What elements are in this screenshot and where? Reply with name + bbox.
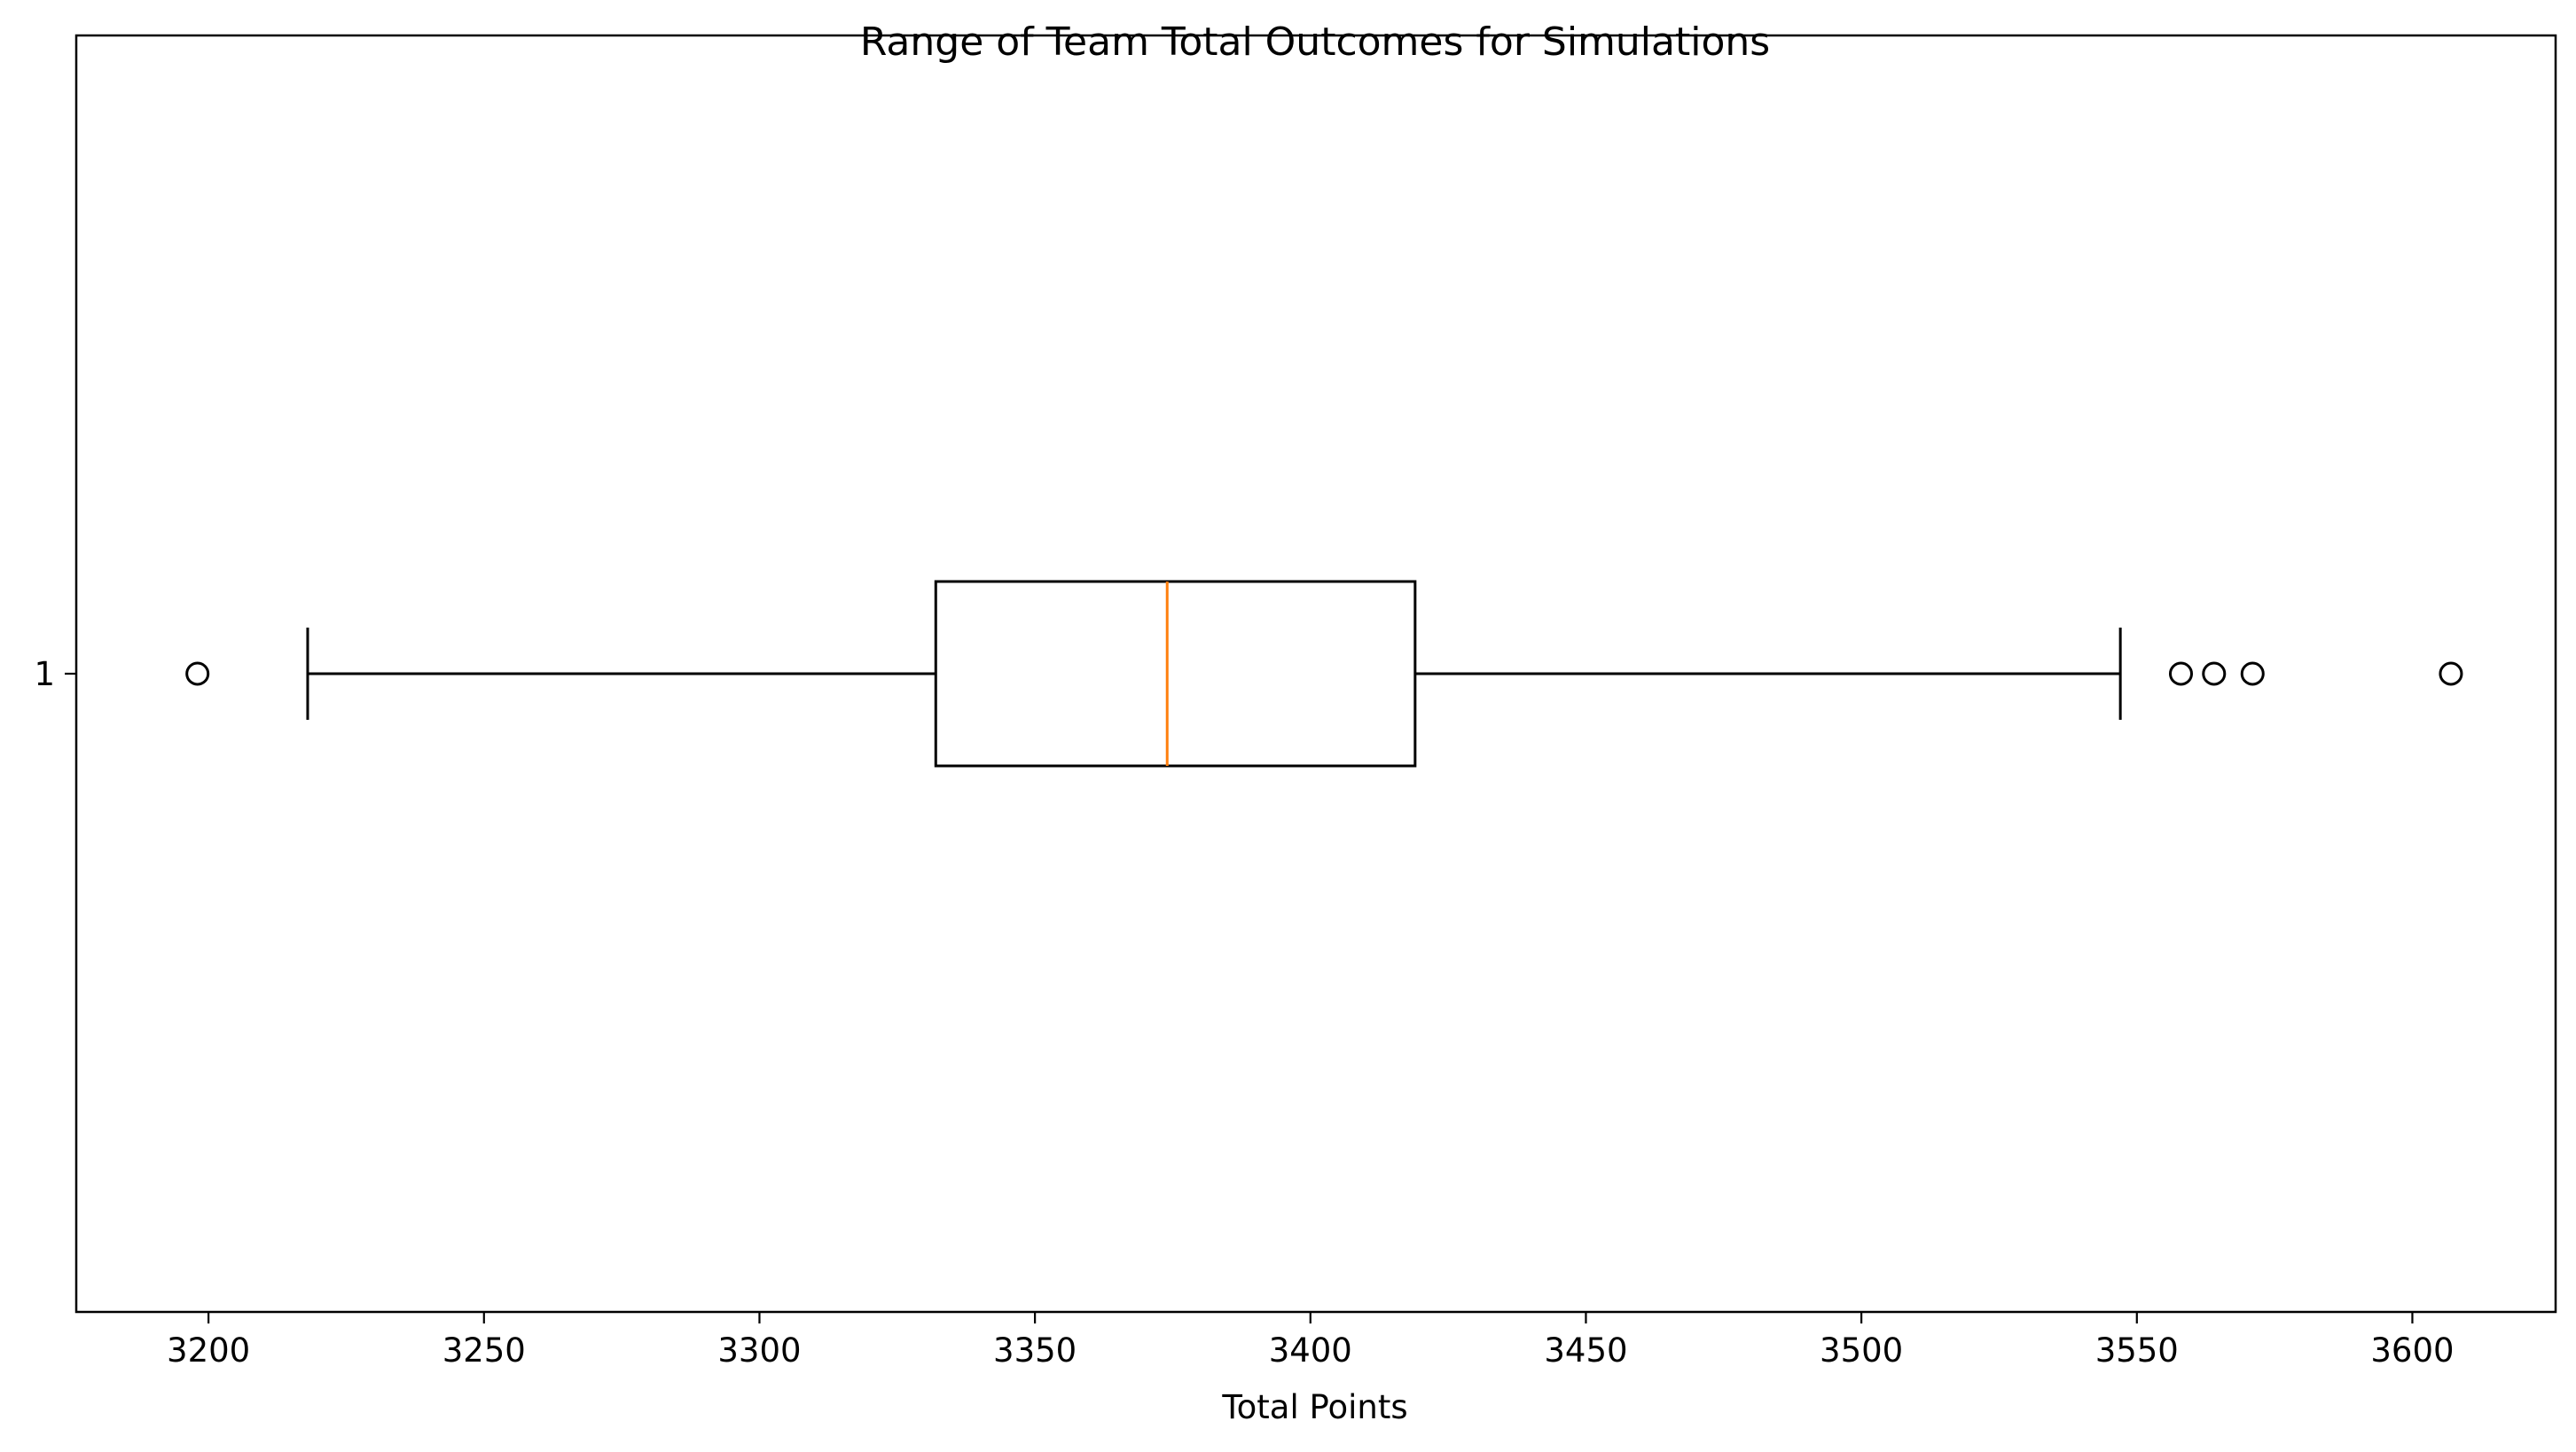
x-tick-label: 3300 [717, 1331, 801, 1370]
y-tick-label: 1 [34, 655, 55, 693]
x-tick-label: 3450 [1544, 1331, 1627, 1370]
interquartile-box [934, 580, 1417, 768]
y-axis: 1 [34, 655, 76, 693]
x-tick-label: 3550 [2095, 1331, 2179, 1370]
box-plot [185, 580, 2463, 768]
outlier-point [2240, 661, 2265, 686]
outlier-point [2439, 661, 2463, 686]
outlier-point [2202, 661, 2227, 686]
outlier-point [185, 661, 210, 686]
x-tick-label: 3200 [167, 1331, 250, 1370]
x-tick-label: 3500 [1820, 1331, 1903, 1370]
x-axis: 3200 3250 3300 3350 3400 3450 3500 3550 3600 [167, 1312, 2455, 1370]
outlier-point [2168, 661, 2193, 686]
x-tick-label: 3350 [993, 1331, 1077, 1370]
chart-title: Range of Team Total Outcomes for Simulat… [860, 20, 1770, 65]
x-tick-label: 3250 [442, 1331, 526, 1370]
x-tick-label: 3600 [2370, 1331, 2454, 1370]
x-axis-label: Total Points [1221, 1388, 1407, 1426]
x-tick-label: 3400 [1269, 1331, 1352, 1370]
